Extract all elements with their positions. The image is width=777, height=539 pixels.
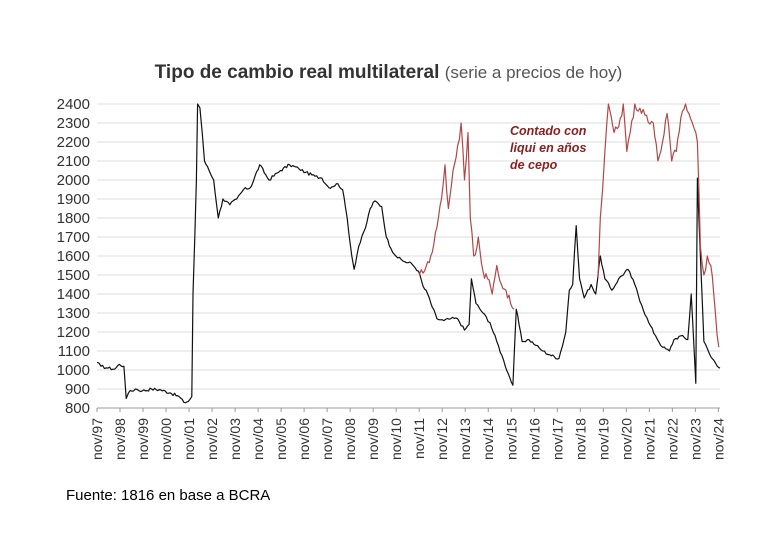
y-tick-label: 1000 [57,362,90,379]
x-tick-label: nov/17 [549,418,565,460]
y-tick-label: 900 [65,381,90,398]
chart-title-sub: (serie a precios de hoy) [444,63,623,82]
source-note: Fuente: 1816 en base a BCRA [66,487,271,504]
x-tick-label: nov/20 [618,418,634,460]
chart-title-main: Tipo de cambio real multilateral [154,62,440,83]
annotation-line: liqui en años [510,141,586,155]
y-tick-label: 2300 [57,115,90,132]
y-tick-label: 2000 [57,172,90,189]
x-tick-label: nov/21 [641,418,657,460]
annotation-line: de cepo [510,158,558,172]
x-tick-label: nov/16 [526,418,542,460]
line-chart: 800 900 1000 1100 1200 1300 1400 1500 1600 1700 18… [57,96,727,460]
chart-series [97,103,721,404]
x-tick-label: nov/08 [342,418,358,460]
y-tick-label: 1300 [57,305,90,322]
x-tick-label: nov/03 [227,418,243,460]
x-tick-label: nov/18 [572,418,588,460]
chart-title: Tipo de cambio real multilateral (serie … [0,62,777,84]
x-tick-label: nov/98 [112,418,128,460]
y-tick-label: 1400 [57,286,90,303]
series-ccl-line [418,122,515,310]
y-tick-label: 2200 [57,134,90,151]
y-tick-label: 1700 [57,229,90,246]
x-tick-label: nov/07 [319,418,335,460]
x-tick-label: nov/04 [250,418,266,460]
x-tick-label: nov/02 [204,418,220,460]
y-tick-label: 1600 [57,248,90,265]
x-tick-label: nov/13 [457,418,473,460]
series-ccl-line [597,103,720,348]
x-tick-label: nov/01 [181,418,197,460]
x-tick-label: nov/12 [434,418,450,460]
ccl-annotation: Contado con liqui en años de cepo [510,124,587,172]
x-tick-label: nov/09 [365,418,381,460]
y-tick-label: 1800 [57,210,90,227]
y-tick-label: 1500 [57,267,90,284]
y-tick-label: 800 [65,400,90,417]
x-tick-label: nov/06 [296,418,312,460]
y-tick-label: 1100 [58,343,90,360]
x-tick-label: nov/23 [687,418,703,460]
y-axis: 800 900 1000 1100 1200 1300 1400 1500 1600 1700 18… [57,96,90,417]
x-tick-label: nov/97 [89,418,105,460]
y-tick-label: 1900 [57,191,90,208]
y-tick-label: 2400 [57,96,90,113]
x-axis: nov/97 nov/98 nov/99 nov/00 nov/01 nov/02 nov/… [89,407,726,460]
x-tick-label: nov/22 [664,418,680,460]
x-tick-label: nov/10 [388,418,404,460]
x-tick-label: nov/05 [273,418,289,460]
x-tick-label: nov/14 [480,418,496,460]
x-tick-label: nov/19 [595,418,611,460]
x-tick-label: nov/15 [503,418,519,460]
x-tick-label: nov/99 [135,418,151,460]
annotation-line: Contado con [510,124,587,138]
x-tick-label: nov/00 [158,418,174,460]
x-tick-label: nov/11 [411,418,427,459]
x-tick-label: nov/24 [710,418,726,460]
chart-gridlines [97,103,720,409]
y-tick-label: 1200 [57,324,90,341]
y-tick-label: 2100 [57,153,90,170]
series-oficial-line [97,103,721,404]
